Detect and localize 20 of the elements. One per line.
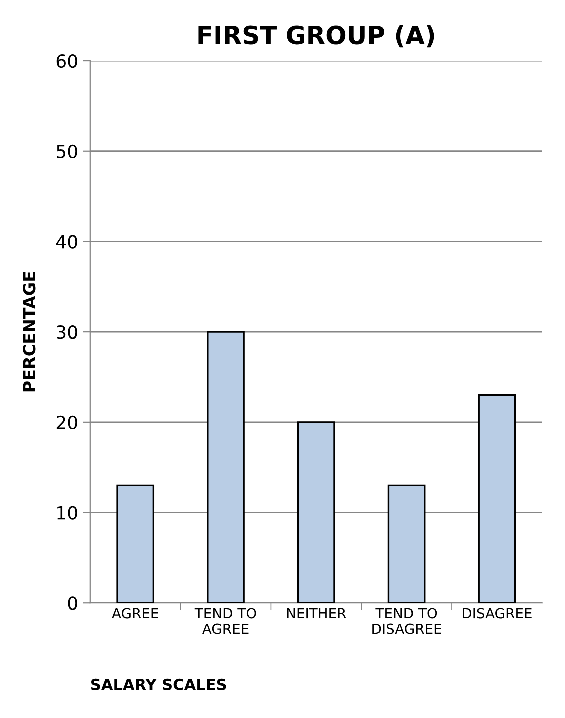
bar [297, 422, 336, 604]
x-tick-label: TEND TO DISAGREE [372, 608, 442, 634]
bar [478, 394, 516, 604]
x-tick-label: AGREE [112, 608, 158, 619]
x-tick-label: TEND TO AGREE [194, 608, 256, 634]
x-axis-title: SALARY SCALES [91, 678, 226, 690]
bar [207, 331, 245, 604]
y-tick-label: 50 [57, 144, 78, 158]
chart-title: FIRST GROUP (A) [198, 25, 434, 48]
bar [388, 484, 426, 604]
y-tick-label: 20 [56, 416, 78, 430]
y-tick-label: 10 [58, 506, 78, 520]
y-tick-label: 60 [56, 54, 78, 68]
y-axis-title: PERCENTAGE [23, 272, 36, 392]
x-tick-label: NEITHER [287, 608, 346, 619]
x-tick-label: DISAGREE [463, 608, 532, 619]
bar [116, 484, 155, 604]
y-tick-label: 40 [56, 235, 78, 249]
y-tick-label: 30 [56, 326, 78, 340]
y-tick-label: 0 [68, 596, 78, 610]
